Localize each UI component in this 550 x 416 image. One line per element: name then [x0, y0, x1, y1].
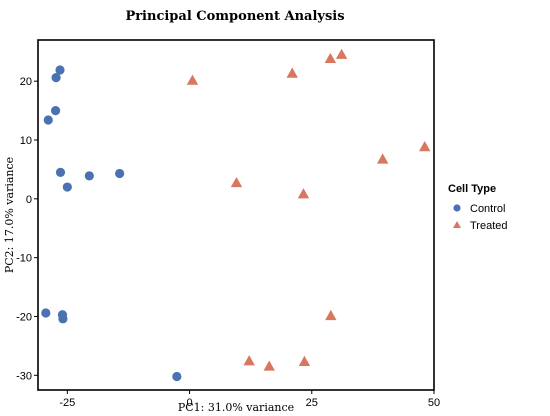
point-control	[55, 65, 65, 75]
x-tick-label: -25	[59, 397, 75, 409]
point-control	[115, 168, 125, 179]
point-treated	[298, 355, 311, 366]
plot-area	[37, 39, 435, 391]
legend-label-control: Control	[470, 203, 505, 215]
y-tick-label: -10	[16, 253, 32, 265]
y-tick-label: 10	[20, 135, 32, 147]
y-axis-label: PC2: 17.0% variance	[3, 157, 16, 273]
x-tick-label: 0	[186, 397, 192, 409]
point-treated	[186, 74, 199, 85]
point-control	[51, 73, 61, 83]
x-axis-label: PC1: 31.0% variance	[178, 401, 294, 414]
point-treated	[243, 355, 255, 366]
legend-label-treated: Treated	[470, 220, 508, 232]
point-control	[55, 167, 66, 177]
y-tick-label: 20	[20, 76, 32, 88]
point-treated	[263, 360, 275, 371]
point-control	[41, 308, 51, 318]
chart-title: Principal Component Analysis	[125, 9, 344, 24]
point-control	[172, 371, 182, 382]
point-treated	[286, 67, 298, 78]
y-tick-label: -30	[16, 370, 32, 382]
point-treated	[376, 153, 389, 164]
point-control	[84, 171, 94, 181]
point-treated	[230, 176, 243, 188]
legend: Cell Type Control Treated	[448, 183, 508, 232]
point-control	[51, 105, 61, 116]
point-control	[58, 314, 68, 324]
legend-marker-control	[453, 204, 461, 212]
x-axis: -25 0 25 50	[59, 390, 440, 409]
legend-title: Cell Type	[448, 183, 496, 195]
y-tick-label: 0	[26, 194, 32, 206]
point-treated	[419, 141, 431, 152]
point-treated	[325, 309, 337, 321]
point-treated	[297, 188, 310, 199]
point-control	[43, 115, 53, 125]
point-treated	[324, 52, 337, 64]
point-treated	[335, 48, 348, 59]
y-tick-label: -20	[16, 311, 32, 323]
legend-marker-treated	[453, 221, 461, 228]
data-points	[41, 48, 431, 382]
x-tick-label: 50	[428, 397, 440, 409]
x-tick-label: 25	[306, 397, 318, 409]
y-axis: -30 -20 -10 0 10 20	[16, 76, 38, 382]
point-control	[62, 182, 72, 192]
